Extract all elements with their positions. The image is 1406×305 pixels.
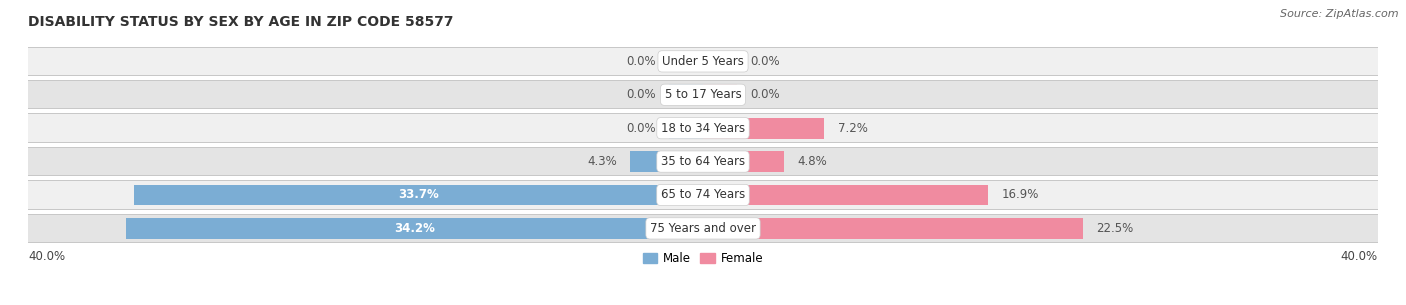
Bar [703, 118, 824, 138]
Text: 40.0%: 40.0% [28, 250, 65, 263]
Text: 16.9%: 16.9% [1001, 188, 1039, 202]
Bar [28, 147, 1378, 176]
Text: 22.5%: 22.5% [1097, 222, 1133, 235]
Text: 40.0%: 40.0% [1341, 250, 1378, 263]
Text: 4.3%: 4.3% [588, 155, 617, 168]
Bar [135, 185, 703, 205]
Text: 34.2%: 34.2% [394, 222, 434, 235]
Text: 7.2%: 7.2% [838, 122, 868, 135]
Text: 4.8%: 4.8% [797, 155, 827, 168]
Bar [28, 113, 1378, 143]
Text: 75 Years and over: 75 Years and over [650, 222, 756, 235]
Text: 0.0%: 0.0% [626, 88, 655, 101]
Text: 0.0%: 0.0% [626, 122, 655, 135]
Bar [703, 218, 1083, 239]
Bar [703, 84, 737, 105]
Bar [28, 181, 1378, 209]
Text: 0.0%: 0.0% [751, 55, 780, 68]
Bar [630, 151, 703, 172]
Bar [28, 114, 1378, 142]
Bar [28, 214, 1378, 243]
Text: DISABILITY STATUS BY SEX BY AGE IN ZIP CODE 58577: DISABILITY STATUS BY SEX BY AGE IN ZIP C… [28, 15, 454, 29]
Bar [669, 84, 703, 105]
Text: Source: ZipAtlas.com: Source: ZipAtlas.com [1281, 9, 1399, 19]
Text: 35 to 64 Years: 35 to 64 Years [661, 155, 745, 168]
Bar [28, 180, 1378, 210]
Bar [703, 185, 988, 205]
Bar [703, 51, 737, 72]
Bar [28, 81, 1378, 109]
Bar [28, 148, 1378, 175]
Bar [28, 80, 1378, 109]
Text: 18 to 34 Years: 18 to 34 Years [661, 122, 745, 135]
Bar [703, 151, 785, 172]
Bar [669, 51, 703, 72]
Bar [28, 47, 1378, 76]
Text: 0.0%: 0.0% [751, 88, 780, 101]
Text: 5 to 17 Years: 5 to 17 Years [665, 88, 741, 101]
Bar [127, 218, 703, 239]
Bar [669, 118, 703, 138]
Text: 0.0%: 0.0% [626, 55, 655, 68]
Bar [28, 48, 1378, 75]
Bar [28, 215, 1378, 242]
Text: Under 5 Years: Under 5 Years [662, 55, 744, 68]
Text: 33.7%: 33.7% [398, 188, 439, 202]
Legend: Male, Female: Male, Female [638, 247, 768, 269]
Text: 65 to 74 Years: 65 to 74 Years [661, 188, 745, 202]
